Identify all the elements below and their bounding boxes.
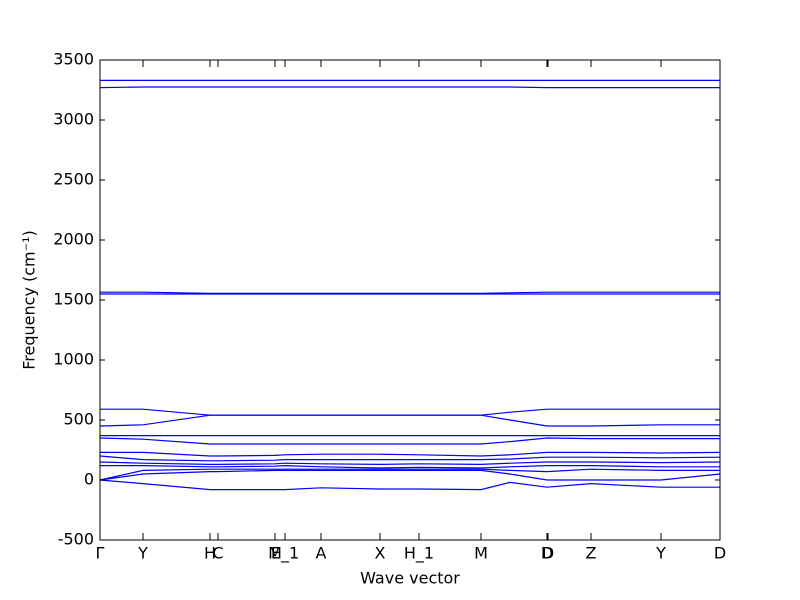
band-line xyxy=(100,464,720,469)
x-tick-label: E_1 xyxy=(271,544,299,564)
x-tick-label: H_1 xyxy=(404,544,434,564)
band-line xyxy=(99,437,720,445)
x-tick-label: D xyxy=(542,544,554,563)
band-line xyxy=(100,408,720,416)
y-tick-label: 3000 xyxy=(53,110,94,129)
band-line xyxy=(99,468,720,481)
x-axis-label: Wave vector xyxy=(360,569,460,588)
band-line xyxy=(99,469,721,481)
x-tick-label: H xyxy=(204,544,216,563)
y-tick-label: 3500 xyxy=(53,50,94,69)
y-tick-label: 2000 xyxy=(53,230,94,249)
y-tick-label: 1500 xyxy=(53,290,94,309)
y-tick-label: 500 xyxy=(63,410,94,429)
y-tick-label: 0 xyxy=(84,470,94,489)
x-tick-label: D xyxy=(714,544,726,563)
x-tick-label: Z xyxy=(586,544,597,563)
y-tick-label: -500 xyxy=(58,530,94,549)
x-tick-label: C xyxy=(212,544,223,563)
x-tick-label: A xyxy=(316,544,327,563)
x-tick-label: Y xyxy=(137,544,148,563)
band-line xyxy=(99,461,721,466)
band-line xyxy=(99,455,721,462)
x-tick-label: Γ xyxy=(96,544,105,563)
y-tick-label: 2500 xyxy=(53,170,94,189)
x-tick-label: M xyxy=(268,544,282,563)
band-line xyxy=(100,451,721,457)
band-line xyxy=(99,86,720,89)
y-axis-label: Frequency (cm⁻¹) xyxy=(20,230,39,369)
band-line xyxy=(99,479,720,491)
band-line xyxy=(99,414,720,427)
y-tick-label: 1000 xyxy=(53,350,94,369)
band-line xyxy=(100,291,720,294)
x-tick-label: Y xyxy=(655,544,666,563)
x-tick-label: X xyxy=(375,544,386,563)
x-tick-label: D xyxy=(541,544,553,563)
x-tick-label: M xyxy=(474,544,488,563)
